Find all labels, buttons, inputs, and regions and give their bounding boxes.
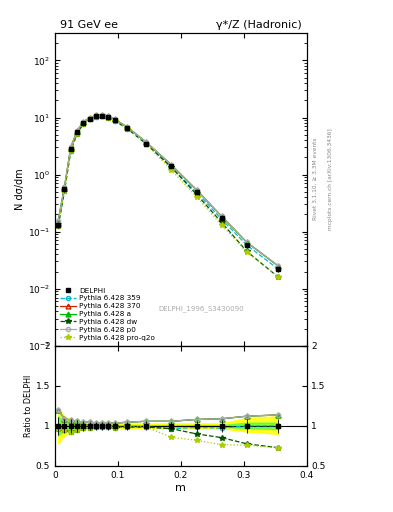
Text: mcplots.cern.ch [arXiv:1306.3436]: mcplots.cern.ch [arXiv:1306.3436] xyxy=(328,129,333,230)
Legend: DELPHI, Pythia 6.428 359, Pythia 6.428 370, Pythia 6.428 a, Pythia 6.428 dw, Pyt: DELPHI, Pythia 6.428 359, Pythia 6.428 3… xyxy=(59,286,156,342)
Text: γ*/Z (Hadronic): γ*/Z (Hadronic) xyxy=(216,19,301,30)
Y-axis label: Ratio to DELPHI: Ratio to DELPHI xyxy=(24,375,33,437)
Text: DELPHI_1996_S3430090: DELPHI_1996_S3430090 xyxy=(158,305,244,312)
Y-axis label: N dσ/dm: N dσ/dm xyxy=(15,168,25,210)
Text: 91 GeV ee: 91 GeV ee xyxy=(60,19,118,30)
Text: Rivet 3.1.10, ≥ 3.3M events: Rivet 3.1.10, ≥ 3.3M events xyxy=(312,138,318,221)
X-axis label: m: m xyxy=(175,482,186,493)
